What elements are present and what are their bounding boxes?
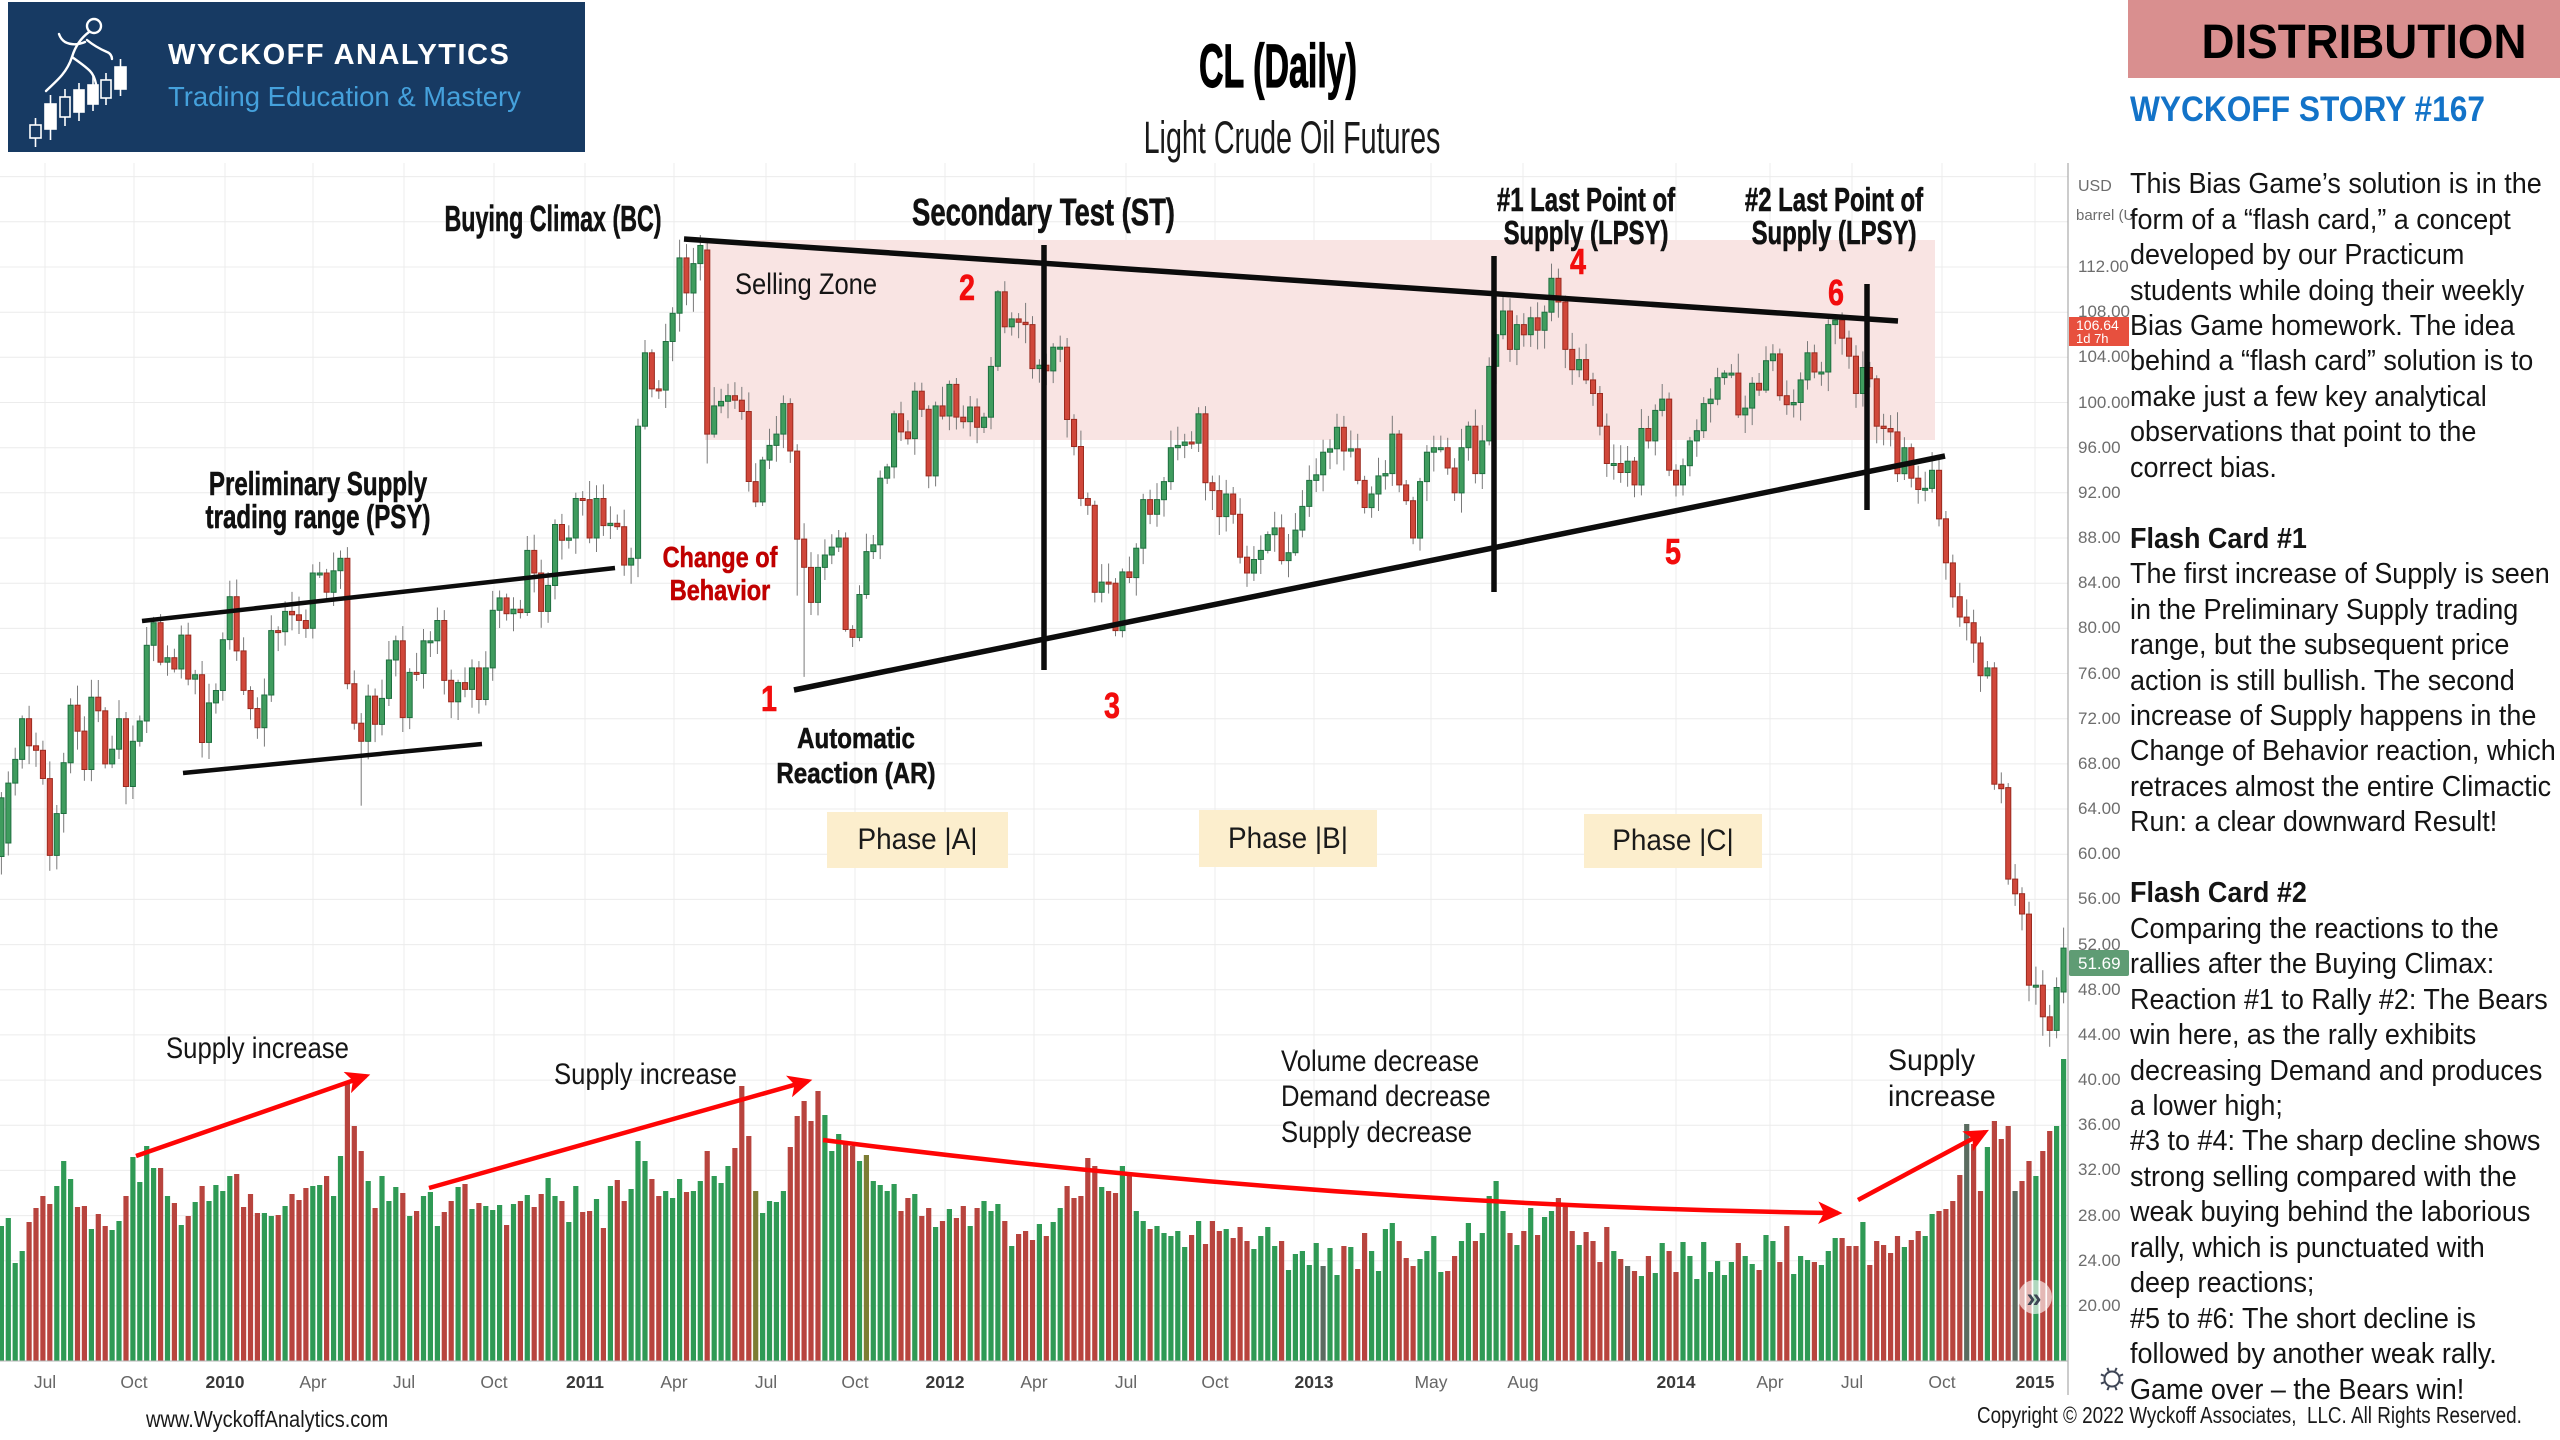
svg-text:104.00: 104.00 xyxy=(2078,347,2130,366)
svg-text:1d 7h: 1d 7h xyxy=(2076,331,2109,346)
svg-text:May: May xyxy=(1414,1372,1447,1392)
svg-text:USD: USD xyxy=(2078,178,2112,195)
svg-text:52.00: 52.00 xyxy=(2078,935,2121,954)
svg-text:Oct: Oct xyxy=(120,1372,147,1392)
svg-text:51.69: 51.69 xyxy=(2078,954,2121,973)
svg-text:Jul: Jul xyxy=(34,1372,56,1392)
svg-text:56.00: 56.00 xyxy=(2078,889,2121,908)
svg-text:2010: 2010 xyxy=(206,1372,245,1392)
svg-text:32.00: 32.00 xyxy=(2078,1160,2121,1179)
svg-text:44.00: 44.00 xyxy=(2078,1025,2121,1044)
svg-text:Apr: Apr xyxy=(1756,1372,1783,1392)
svg-text:88.00: 88.00 xyxy=(2078,528,2121,547)
svg-text:2012: 2012 xyxy=(926,1372,965,1392)
svg-text:Oct: Oct xyxy=(1201,1372,1228,1392)
svg-text:72.00: 72.00 xyxy=(2078,709,2121,728)
svg-text:Apr: Apr xyxy=(1020,1372,1047,1392)
svg-text:108.00: 108.00 xyxy=(2078,302,2130,321)
svg-text:Oct: Oct xyxy=(1928,1372,1955,1392)
svg-text:80.00: 80.00 xyxy=(2078,618,2121,637)
svg-text:100.00: 100.00 xyxy=(2078,393,2130,412)
svg-text:2014: 2014 xyxy=(1657,1372,1696,1392)
svg-text:112.00: 112.00 xyxy=(2078,257,2129,276)
svg-text:106.64: 106.64 xyxy=(2076,317,2119,333)
svg-text:60.00: 60.00 xyxy=(2078,844,2121,863)
svg-text:Oct: Oct xyxy=(841,1372,868,1392)
svg-text:2015: 2015 xyxy=(2016,1372,2055,1392)
svg-text:96.00: 96.00 xyxy=(2078,438,2121,457)
svg-text:Apr: Apr xyxy=(660,1372,687,1392)
svg-text:68.00: 68.00 xyxy=(2078,754,2121,773)
svg-text:76.00: 76.00 xyxy=(2078,664,2121,683)
svg-text:Apr: Apr xyxy=(299,1372,326,1392)
svg-text:84.00: 84.00 xyxy=(2078,573,2121,592)
svg-text:barrel (U: barrel (U xyxy=(2076,207,2134,224)
svg-text:64.00: 64.00 xyxy=(2078,799,2121,818)
svg-text:36.00: 36.00 xyxy=(2078,1115,2121,1134)
svg-text:28.00: 28.00 xyxy=(2078,1206,2121,1225)
svg-text:48.00: 48.00 xyxy=(2078,980,2121,999)
svg-text:Jul: Jul xyxy=(1841,1372,1863,1392)
svg-text:Jul: Jul xyxy=(393,1372,415,1392)
svg-text:Jul: Jul xyxy=(755,1372,777,1392)
svg-text:2011: 2011 xyxy=(566,1372,604,1392)
svg-text:24.00: 24.00 xyxy=(2078,1251,2121,1270)
svg-text:»: » xyxy=(2026,1283,2041,1313)
svg-text:92.00: 92.00 xyxy=(2078,483,2121,502)
svg-text:Jul: Jul xyxy=(1115,1372,1137,1392)
svg-text:40.00: 40.00 xyxy=(2078,1070,2121,1089)
svg-text:Aug: Aug xyxy=(1507,1372,1538,1392)
svg-text:20.00: 20.00 xyxy=(2078,1296,2121,1315)
svg-text:Oct: Oct xyxy=(480,1372,507,1392)
svg-text:2013: 2013 xyxy=(1295,1372,1334,1392)
